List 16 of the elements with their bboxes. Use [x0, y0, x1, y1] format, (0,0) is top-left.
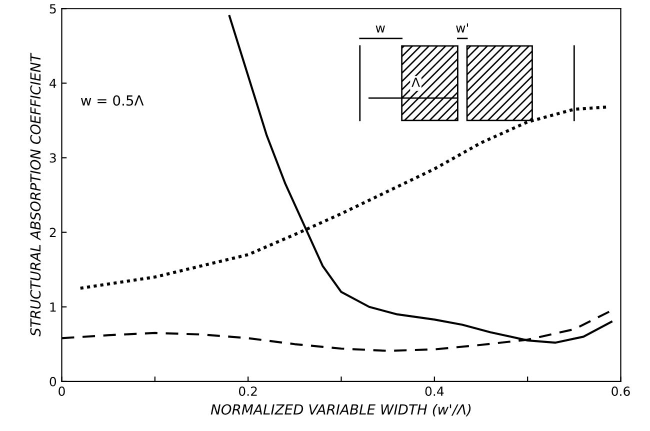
y-tick-label: 4 [50, 78, 56, 88]
annotation: w' [456, 23, 468, 32]
y-tick-label: 2 [50, 228, 56, 238]
y-axis-title: STRUCTURAL ABSORPTION COEFFICIENT [30, 52, 41, 336]
x-tick-label: 0 [58, 386, 65, 396]
annotation: Λ [412, 78, 420, 87]
x-tick-label: 0.2 [238, 386, 257, 396]
y-tick-label: 3 [50, 153, 56, 163]
y-tick-label: 0 [50, 376, 56, 386]
x-tick-label: 0.4 [425, 386, 444, 396]
annotation: w = 0.5Λ [80, 95, 144, 106]
y-tick-label: 5 [50, 4, 56, 14]
x-axis-title: NORMALIZED VARIABLE WIDTH (w'/Λ) [210, 404, 471, 416]
annotation: w [376, 26, 385, 32]
y-tick-label: 1 [50, 302, 56, 312]
x-tick-label: 0.6 [612, 386, 630, 396]
